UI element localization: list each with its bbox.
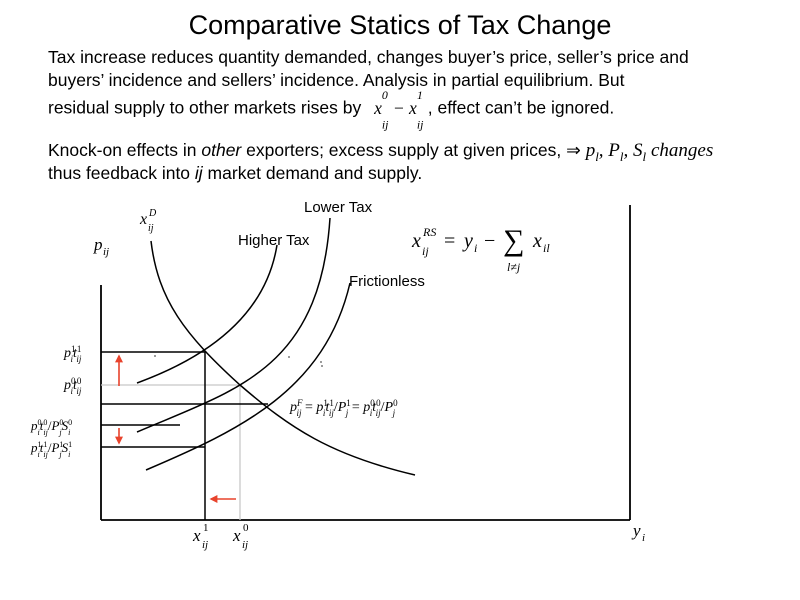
para2-line1: Knock-on effects in other exporters; exc… <box>48 139 788 164</box>
svg-text:∑: ∑ <box>503 224 524 257</box>
stray-dot <box>154 355 156 357</box>
label-higher-tax: Higher Tax <box>238 232 310 249</box>
frictionless-price-equation: pF ij = p1 it1 ij/P1 j = p0 it0 ij/P0 j <box>289 398 398 418</box>
slide-title: Comparative Statics of Tax Change <box>188 10 612 40</box>
y-tick-p0t0: p0 it0 ij <box>63 376 82 396</box>
y-axis-label: p ij <box>93 235 109 258</box>
residual-change-formula: x0 ij − x1 ij <box>374 88 424 131</box>
x-tick-x1: x 1 ij <box>192 522 209 551</box>
residual-supply-formula: x RS ij = y i − ∑ l≠j x il <box>411 224 550 274</box>
svg-text:ij: ij <box>202 539 208 551</box>
svg-text:=: = <box>444 230 455 252</box>
label-frictionless: Frictionless <box>349 273 425 290</box>
stray-dot <box>288 356 290 358</box>
demand-curve-label: x D ij <box>139 208 157 234</box>
para2-text-a: Knock-on effects in <box>48 140 202 160</box>
para2-line2: thus feedback into ij market demand and … <box>48 162 788 185</box>
svg-text:i: i <box>642 532 645 544</box>
price-index-formula: pl, Pl, Sl <box>585 140 647 164</box>
stray-dot <box>321 365 323 367</box>
paragraph-knock-on: Knock-on effects in other exporters; exc… <box>48 139 788 185</box>
paragraph-tax-increase: Tax increase reduces quantity demanded, … <box>48 46 788 131</box>
frictionless-supply-curve <box>145 282 351 471</box>
svg-text:ij: ij <box>148 223 154 234</box>
para2-emphasis-other: other <box>201 140 242 160</box>
para1-line3-text: residual supply to other markets rises b… <box>48 97 362 118</box>
higher-tax-supply-curve <box>136 244 278 384</box>
svg-text:p: p <box>93 235 103 254</box>
lower-tax-supply-curve <box>136 217 331 433</box>
svg-text:il: il <box>543 241 550 255</box>
svg-text:ij: ij <box>103 246 109 258</box>
svg-text:0: 0 <box>243 522 249 534</box>
svg-text:D: D <box>148 208 157 219</box>
svg-text:ij: ij <box>242 539 248 551</box>
para1-line1: Tax increase reduces quantity demanded, … <box>48 47 689 67</box>
para1-line2: buyers’ incidence and sellers’ incidence… <box>48 70 625 90</box>
changes-word: changes <box>650 140 714 161</box>
svg-text:x: x <box>411 230 421 252</box>
svg-text:−: − <box>484 230 495 252</box>
svg-text:y: y <box>631 521 641 540</box>
para2-text-d: market demand and supply. <box>202 163 423 183</box>
svg-text:RS: RS <box>422 225 436 239</box>
para2-text-c: thus feedback into <box>48 163 195 183</box>
implies-symbol: ⇒ <box>566 140 581 160</box>
para2-text-b: exporters; excess supply at given prices… <box>241 140 562 160</box>
para1-line3-end: , effect can’t be ignored. <box>427 97 615 118</box>
svg-text:x: x <box>532 230 542 252</box>
svg-text:l≠j: l≠j <box>507 260 521 274</box>
y-tick-seller-price-0: p0 it0 ij/P0 jS0 i <box>30 418 72 437</box>
stray-dot <box>320 361 322 363</box>
svg-text:y: y <box>462 230 473 252</box>
y-tick-seller-price-1: p1 it1 ij/P1 jS1 i <box>30 440 72 459</box>
svg-text:1: 1 <box>203 522 209 534</box>
para1-line3: residual supply to other markets rises b… <box>48 88 788 131</box>
svg-text:ij: ij <box>422 244 429 258</box>
para2-emphasis-ij: ij <box>194 163 203 183</box>
svg-text:x: x <box>139 211 147 228</box>
svg-text:i: i <box>474 241 477 255</box>
label-lower-tax: Lower Tax <box>304 199 373 216</box>
svg-text:x: x <box>192 526 201 545</box>
x-tick-x0: x 0 ij <box>232 522 249 551</box>
x-axis-label: y i <box>631 521 645 544</box>
y-tick-p1t1: p1 it1 ij <box>63 344 82 364</box>
svg-text:x: x <box>232 526 241 545</box>
